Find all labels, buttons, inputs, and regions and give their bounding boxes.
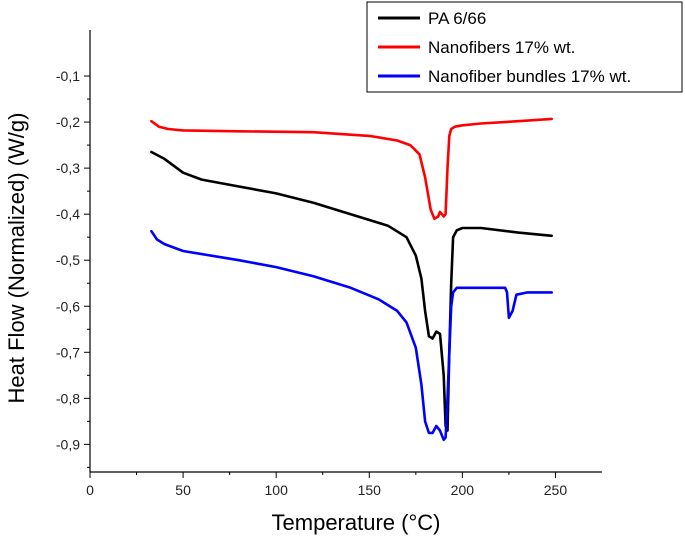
legend-label-bundles: Nanofiber bundles 17% wt.: [428, 67, 631, 86]
x-tick-label: 0: [86, 482, 94, 498]
y-tick-label: -0,3: [56, 160, 80, 176]
y-tick-label: -0,5: [56, 252, 80, 268]
series-nanofibers: [150, 117, 553, 221]
x-tick-label: 50: [175, 482, 191, 498]
x-tick-label: 250: [544, 482, 568, 498]
x-axis-title: Temperature (°C): [272, 510, 441, 535]
x-tick-label: 100: [265, 482, 289, 498]
legend-label-pa: PA 6/66: [428, 9, 486, 28]
series-nanofiber-bundles: [150, 229, 553, 442]
y-axis-title: Heat Flow (Normalized) (W/g): [4, 113, 29, 404]
y-ticks: -0,1 -0,2 -0,3 -0,4 -0,5 -0,6 -0,7 -0,8 -0,9: [56, 68, 90, 468]
legend: PA 6/66 Nanofibers 17% wt. Nanofiber bun…: [366, 1, 683, 93]
y-tick-label: -0,9: [56, 436, 80, 452]
series-layer: [150, 117, 553, 442]
y-tick-label: -0,7: [56, 344, 80, 360]
axes: [89, 30, 602, 473]
x-ticks: 0 50 100 150 200 250: [86, 472, 567, 498]
x-tick-label: 150: [358, 482, 382, 498]
series-pa-6-66: [150, 150, 553, 432]
y-tick-label: -0,1: [56, 68, 80, 84]
legend-label-nanofibers: Nanofibers 17% wt.: [428, 38, 575, 57]
y-tick-label: -0,4: [56, 206, 80, 222]
y-tick-label: -0,6: [56, 298, 80, 314]
y-tick-label: -0,2: [56, 114, 80, 130]
y-tick-label: -0,8: [56, 390, 80, 406]
x-tick-label: 200: [451, 482, 475, 498]
